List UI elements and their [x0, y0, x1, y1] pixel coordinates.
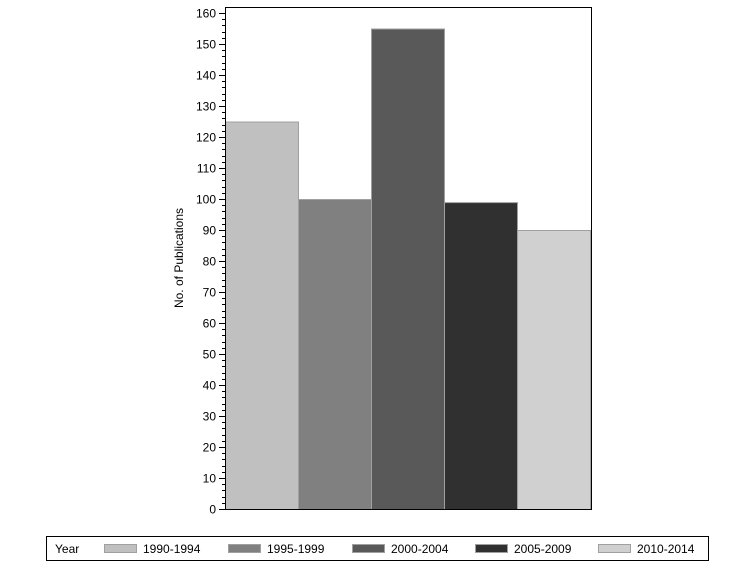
bars	[225, 28, 591, 510]
y-tick-label: 100	[196, 193, 216, 207]
bar-1995-1999	[298, 199, 372, 510]
legend: Year 1990-1994 1995-1999 2000-2004 2005-…	[46, 536, 709, 561]
plot-frame	[225, 7, 592, 510]
legend-swatch	[598, 544, 631, 553]
legend-label: 1990-1994	[143, 542, 201, 556]
legend-label: 2010-2014	[637, 542, 695, 556]
y-axis-label: No. of Publications	[172, 208, 186, 308]
y-tick-label: 20	[203, 441, 217, 455]
y-tick-label: 130	[196, 100, 216, 114]
y-tick-label: 150	[196, 38, 216, 52]
bar-2005-2009	[444, 202, 518, 510]
bar-2000-2004	[371, 28, 445, 510]
y-tick-label: 50	[203, 348, 217, 362]
legend-label: 1995-1999	[267, 542, 325, 556]
y-tick-label: 30	[203, 410, 217, 424]
y-tick-label: 160	[196, 7, 216, 21]
y-tick-label: 120	[196, 131, 216, 145]
legend-swatch	[104, 544, 137, 553]
y-tick-label: 40	[203, 379, 217, 393]
legend-title: Year	[55, 542, 80, 556]
legend-swatch	[352, 544, 385, 553]
y-tick-label: 70	[203, 286, 217, 300]
y-tick-label: 90	[203, 224, 217, 238]
y-tick-label: 140	[196, 69, 216, 83]
legend-label: 2005-2009	[514, 542, 572, 556]
bar-2010-2014	[517, 230, 591, 510]
y-tick-label: 0	[209, 503, 216, 517]
legend-swatch	[228, 544, 261, 553]
y-tick-label: 60	[203, 317, 217, 331]
y-tick-label: 10	[203, 472, 217, 486]
y-tick-label: 80	[203, 255, 217, 269]
y-tick-label: 110	[197, 162, 216, 176]
legend-swatch	[475, 544, 508, 553]
legend-label: 2000-2004	[391, 542, 449, 556]
y-axis: 0 10 20 30 40 50 60 70 80 90 100 110 120 130 140 150 160	[196, 7, 225, 517]
bar-1990-1994	[225, 121, 299, 510]
